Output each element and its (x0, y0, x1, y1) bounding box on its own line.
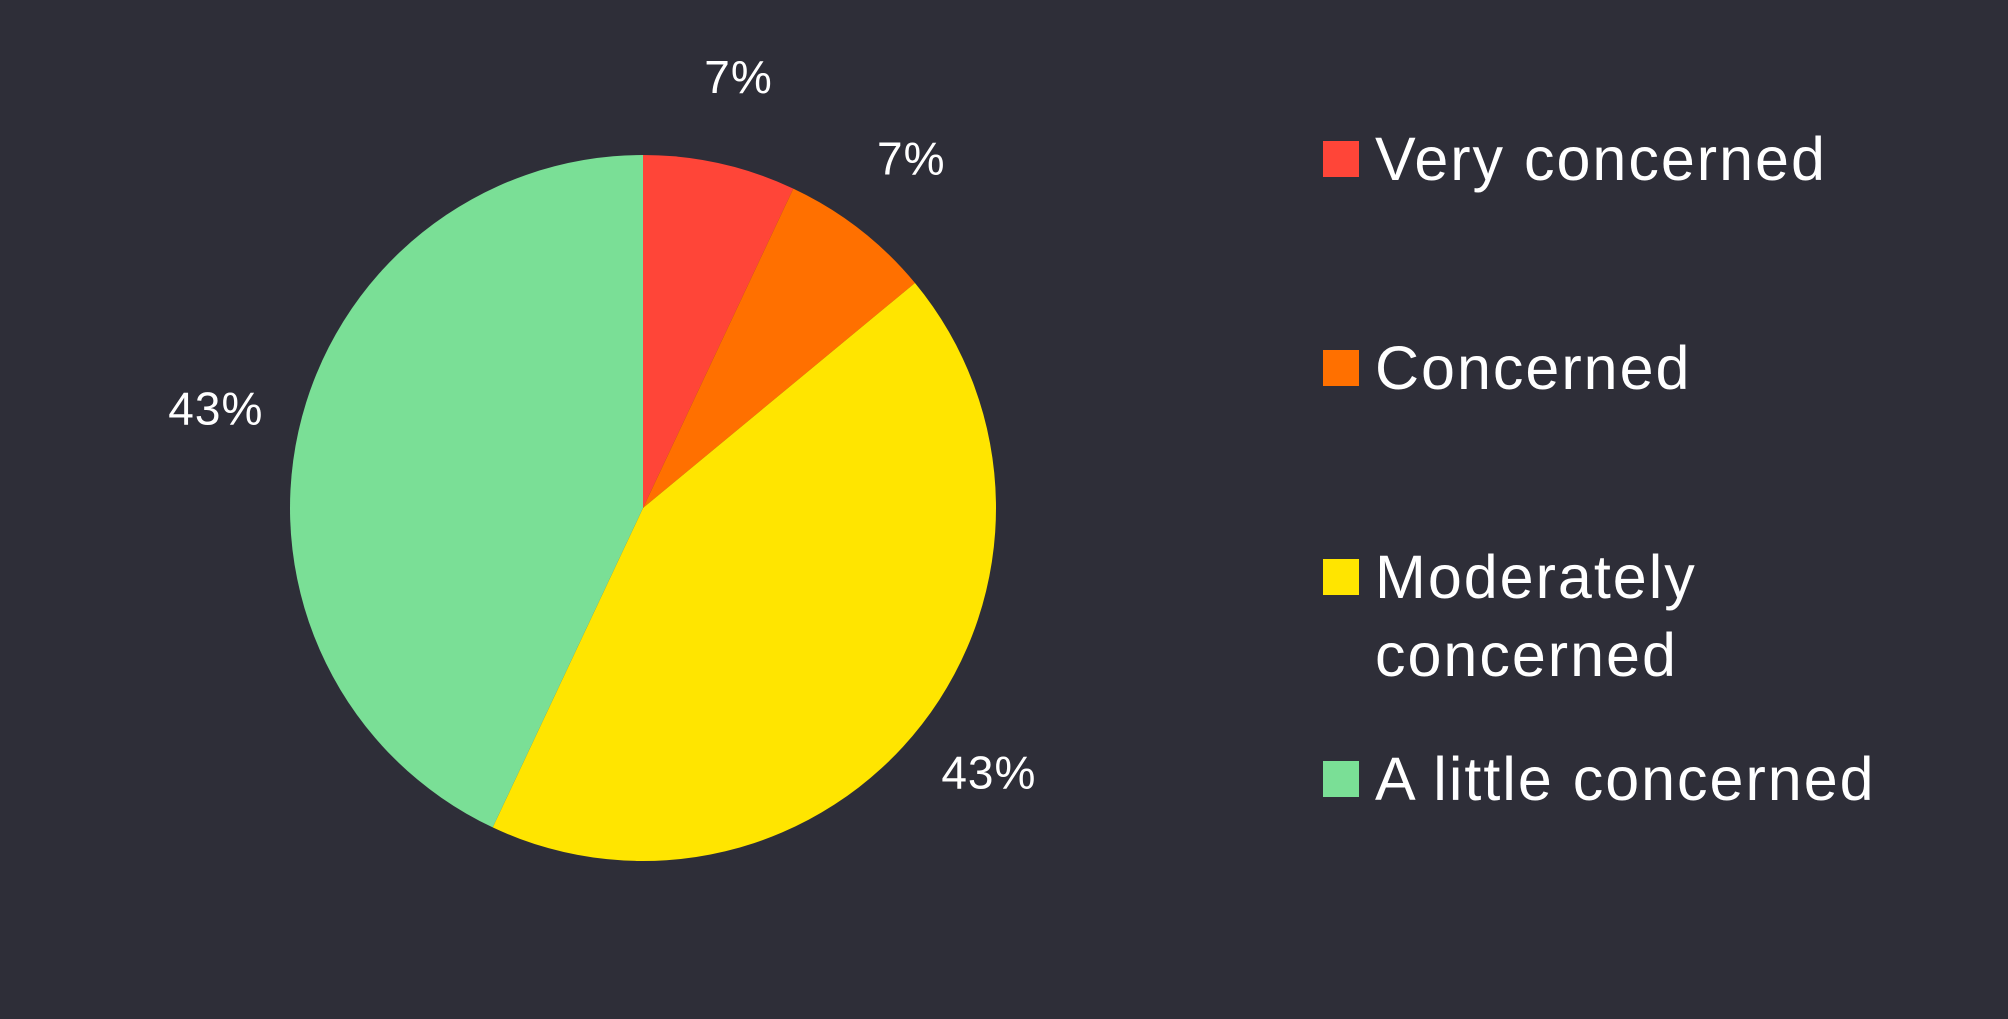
legend-item: Moderately concerned (1323, 538, 1995, 694)
legend-item: Concerned (1323, 329, 1995, 407)
legend-swatch (1323, 761, 1359, 797)
data-label: 7% (877, 132, 945, 184)
pie-slice (492, 282, 996, 861)
legend-item: A little concerned (1323, 740, 1995, 818)
legend-item: Very concerned (1323, 120, 1995, 198)
data-label: 43% (941, 746, 1036, 798)
legend-swatch (1323, 559, 1359, 595)
pie-slice (643, 188, 915, 508)
legend-label: Moderately concerned (1375, 543, 1697, 689)
pie-slice (643, 155, 794, 508)
legend-swatch (1323, 350, 1359, 386)
legend-label: Very concerned (1375, 125, 1827, 193)
legend-label: A little concerned (1375, 745, 1876, 813)
pie-slice (290, 155, 643, 828)
legend-swatch (1323, 141, 1359, 177)
legend-label: Concerned (1375, 334, 1692, 402)
data-label: 7% (704, 51, 772, 103)
data-label: 43% (168, 383, 263, 435)
